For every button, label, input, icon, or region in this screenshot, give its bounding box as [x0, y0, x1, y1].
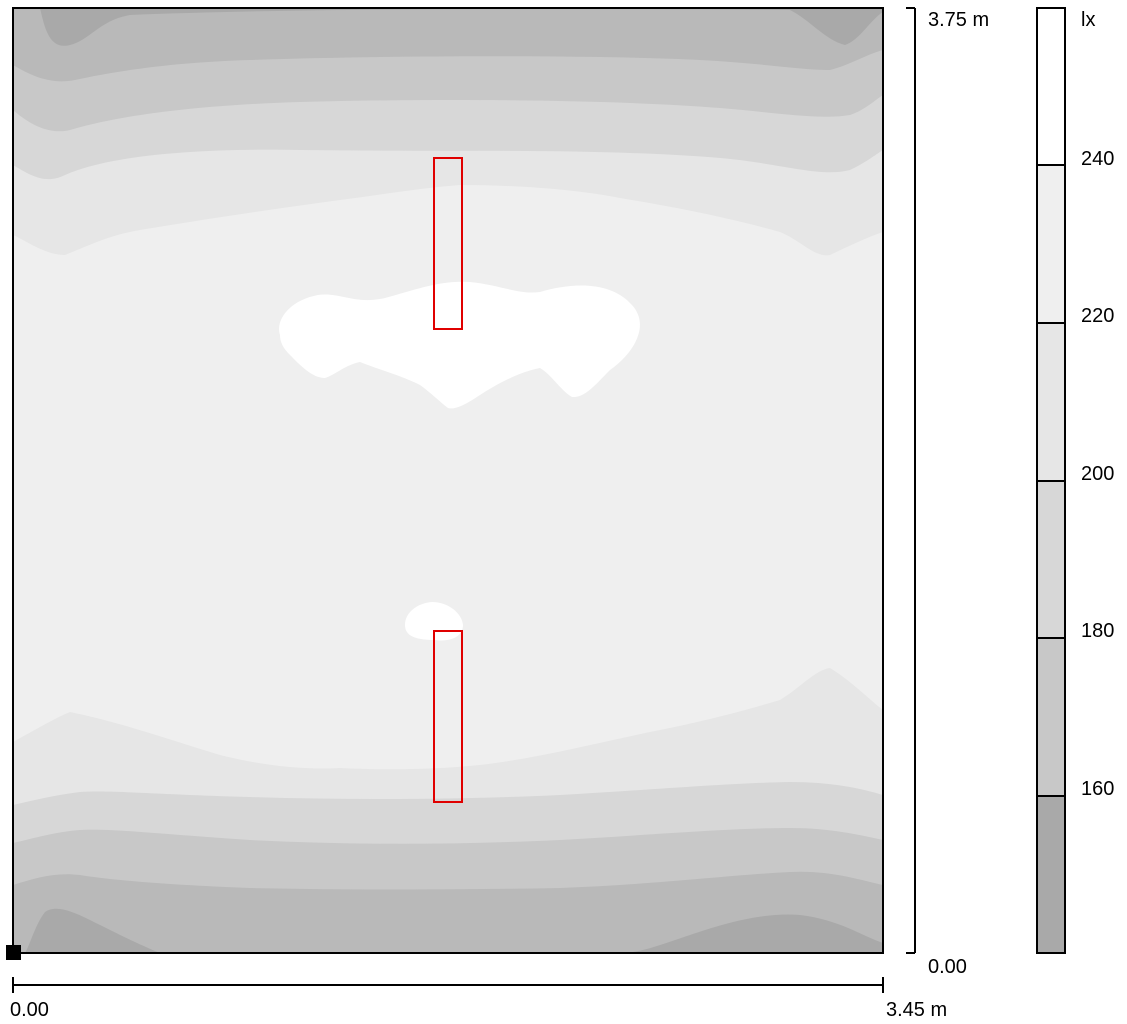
luminaire-upper	[433, 157, 463, 330]
x-scale-bar	[12, 977, 884, 993]
legend-band-4	[1037, 481, 1065, 638]
legend-unit-label: lx	[1081, 9, 1096, 31]
contour-plot	[13, 8, 883, 953]
legend-tick-label: 240	[1081, 148, 1115, 170]
legend-band-1	[1037, 796, 1065, 953]
luminaire-lower	[433, 630, 463, 803]
legend-band-3	[1037, 638, 1065, 796]
legend-band-6	[1037, 165, 1065, 323]
legend-tick-label: 160	[1081, 778, 1115, 800]
y-scale-bar	[906, 7, 916, 954]
room-outline	[12, 7, 884, 954]
y-min-label: 0.00	[928, 956, 967, 978]
contour-band-6	[13, 185, 883, 770]
legend-tick-label: 200	[1081, 463, 1115, 485]
contour-band-7-upper	[279, 281, 640, 409]
y-max-label: 3.75 m	[928, 9, 990, 31]
x-min-label: 0.00	[10, 999, 49, 1021]
legend-band-5	[1037, 323, 1065, 481]
legend-band-7	[1037, 8, 1065, 165]
legend-scale	[1036, 7, 1066, 954]
origin-marker	[6, 945, 21, 960]
legend-tick-label: 220	[1081, 305, 1115, 327]
legend-tick-label: 180	[1081, 620, 1115, 642]
x-max-label: 3.45 m	[886, 999, 948, 1021]
